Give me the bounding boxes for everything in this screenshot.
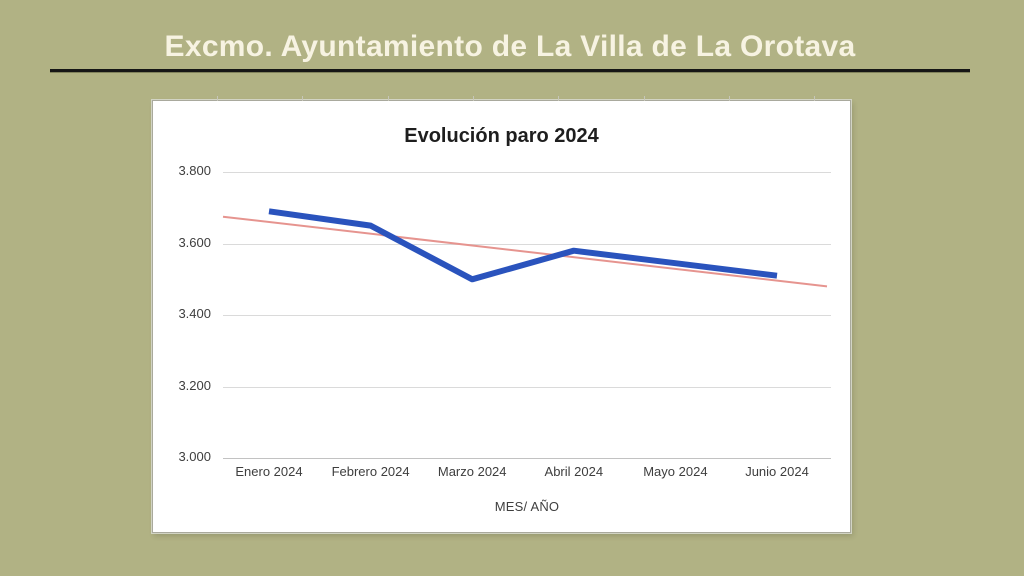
- header-underline: [50, 69, 970, 72]
- y-axis-tick-label: 3.000: [178, 449, 211, 464]
- y-axis-tick-label: 3.800: [178, 163, 211, 178]
- gridline: [223, 172, 831, 173]
- column-separator-tick: [729, 96, 730, 101]
- x-axis-title: MES/ AÑO: [494, 499, 560, 514]
- chart-panel: Evolución paro 2024 3.800 3.600 3.400 3.200…: [152, 100, 851, 533]
- gridline: [223, 315, 831, 316]
- column-separator-tick: [388, 96, 389, 101]
- x-axis-tick-label: Abril 2024: [544, 464, 604, 479]
- gridline: [223, 386, 831, 388]
- x-axis-tick-label: Junio 2024: [745, 464, 809, 479]
- y-axis-tick-label: 3.400: [178, 306, 211, 321]
- page-title: Excmo. Ayuntamiento de La Villa de La Or…: [164, 30, 856, 63]
- gridline: [223, 243, 831, 245]
- x-axis-tick-label: Marzo 2024: [437, 464, 507, 479]
- data-line-series: [268, 208, 778, 283]
- column-separator-tick: [814, 96, 815, 101]
- x-axis-tick-label: Enero 2024: [235, 464, 303, 479]
- slide-header: Excmo. Ayuntamiento de La Villa de La Or…: [50, 30, 970, 72]
- chart-title: Evolución paro 2024: [404, 125, 599, 147]
- line-chart-canvas: [222, 208, 828, 288]
- plot-area: [222, 172, 831, 459]
- y-axis-tick-label: 3.200: [178, 377, 211, 393]
- x-axis-line: [223, 458, 831, 459]
- x-axis-tick-label: Febrero 2024: [331, 464, 410, 479]
- column-separator-tick: [473, 96, 474, 101]
- column-separator-tick: [302, 96, 303, 101]
- column-separator-tick: [217, 96, 218, 101]
- column-separator-tick: [558, 96, 559, 101]
- y-axis-tick-label: 3.600: [178, 234, 211, 250]
- column-separator-tick: [644, 96, 645, 101]
- trend-line-series: [222, 215, 828, 288]
- x-axis-tick-label: Mayo 2024: [643, 464, 708, 479]
